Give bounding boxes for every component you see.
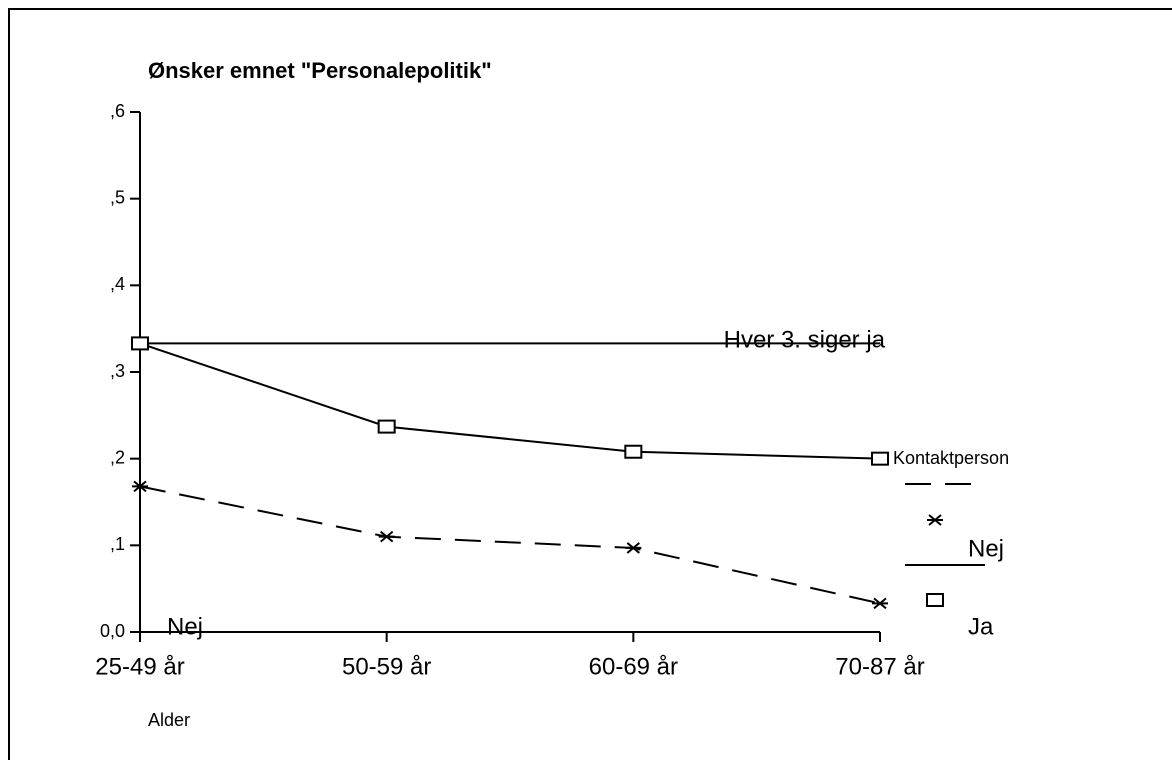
y-tick-label: ,3 [110, 361, 125, 381]
data-point-shape [625, 542, 642, 554]
x-tick-label: 70-87 år [835, 653, 924, 680]
annotation: Nej [167, 613, 203, 640]
data-point [872, 597, 888, 610]
data-point-shape [132, 480, 148, 493]
y-tick-label: ,1 [110, 534, 125, 554]
y-tick-label: ,2 [110, 447, 125, 467]
data-point-shape [131, 336, 149, 351]
legend-marker [926, 593, 944, 607]
data-point [624, 444, 643, 459]
reference-label: Hver 3. siger ja [724, 327, 886, 354]
legend-label: Nej [968, 535, 1004, 562]
data-point [377, 419, 396, 434]
legend-marker-shape [927, 514, 943, 526]
data-point-shape [624, 444, 643, 459]
data-point [132, 480, 148, 493]
data-point-shape [872, 597, 888, 610]
data-point [131, 336, 149, 351]
frame [8, 8, 1172, 760]
data-point-shape [378, 530, 395, 543]
x-axis-label: Alder [148, 710, 190, 730]
y-tick-label: ,5 [110, 187, 125, 207]
legend-marker [927, 514, 943, 526]
data-point [378, 530, 395, 543]
legend-title: Kontaktperson [893, 448, 1009, 468]
legend-label: Ja [968, 613, 994, 640]
x-tick-label: 50-59 år [342, 653, 431, 680]
data-point-shape [377, 419, 396, 434]
data-point-shape [871, 451, 889, 466]
x-tick-label: 60-69 år [589, 653, 678, 680]
y-tick-label: ,6 [110, 101, 125, 121]
legend-marker-shape [926, 593, 944, 607]
x-tick-label: 25-49 år [95, 653, 184, 680]
data-point [625, 542, 642, 554]
series-line [139, 485, 881, 605]
chart-title: Ønsker emnet "Personalepolitik" [148, 58, 492, 83]
series-line [139, 342, 881, 460]
y-tick-label: ,4 [110, 274, 125, 294]
data-point [871, 451, 889, 466]
y-tick-label: 0,0 [100, 621, 125, 641]
